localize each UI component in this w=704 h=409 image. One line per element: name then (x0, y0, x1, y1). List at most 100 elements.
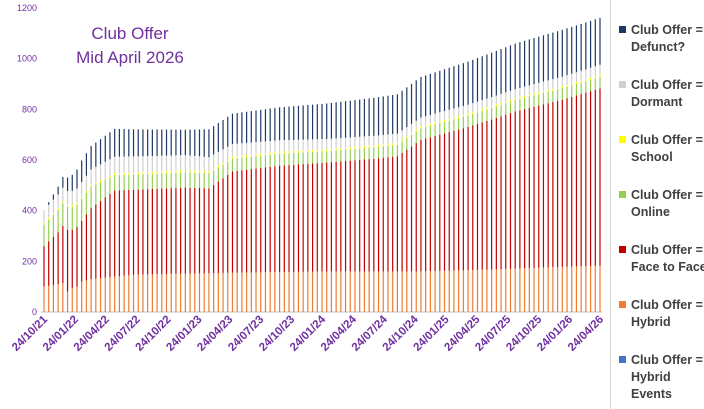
bar-segment (566, 84, 568, 87)
bar-segment (156, 188, 158, 275)
bar-segment (363, 271, 366, 312)
bar-segment (509, 90, 512, 100)
bar-stack (387, 95, 389, 312)
bar-segment (599, 76, 601, 89)
bar-segment (392, 95, 394, 135)
bar-segment (486, 269, 488, 312)
bar-segment (85, 192, 88, 215)
bar-segment (194, 187, 196, 274)
bar-segment (349, 271, 351, 312)
bar-segment (156, 274, 158, 312)
bar-segment (509, 45, 512, 91)
bar-segment (255, 110, 257, 143)
bar-segment (283, 153, 285, 166)
bar-segment (392, 145, 394, 157)
bar-segment (278, 140, 281, 152)
bar-segment (222, 178, 224, 273)
bar-segment (81, 281, 83, 312)
bar-segment (81, 198, 83, 221)
bar-segment (175, 187, 177, 274)
bar-segment (52, 236, 55, 285)
bar-segment (316, 163, 318, 272)
bar-segment (236, 158, 238, 171)
bar-segment (203, 170, 205, 173)
bar-segment (99, 182, 102, 202)
bar-segment (542, 104, 545, 268)
bar-stack (415, 80, 417, 312)
bar-stack (524, 40, 526, 312)
bar-segment (349, 160, 351, 272)
bar-segment (481, 269, 483, 312)
bar-segment (387, 157, 389, 272)
bar-segment (269, 152, 271, 155)
bar-segment (189, 187, 191, 274)
bar-segment (538, 267, 540, 312)
bar-segment (561, 86, 563, 89)
bar-segment (359, 159, 361, 272)
bar-stack (538, 36, 540, 312)
bar-segment (396, 271, 398, 312)
bar-segment (62, 203, 64, 226)
bar-segment (255, 272, 257, 312)
bar-segment (528, 39, 530, 86)
bar-segment (599, 88, 601, 266)
bar-segment (175, 273, 177, 312)
bar-segment (260, 272, 262, 312)
bar-segment (151, 188, 153, 275)
bar-segment (491, 119, 493, 270)
bar-segment (566, 86, 568, 99)
bar-stack (283, 106, 285, 312)
bar-segment (189, 170, 191, 173)
bar-segment (330, 271, 333, 312)
bar-segment (255, 154, 257, 157)
bar-segment (387, 134, 389, 144)
bar-stack (241, 112, 243, 312)
bar-segment (495, 50, 497, 96)
bar-segment (99, 201, 102, 279)
bar-stack (330, 102, 333, 312)
bar-segment (307, 152, 309, 164)
bar-segment (142, 172, 144, 175)
bar-segment (566, 75, 568, 85)
bar-segment (269, 108, 271, 141)
bar-segment (354, 271, 356, 312)
bar-segment (132, 129, 135, 157)
bar-segment (198, 129, 201, 157)
bar-segment (165, 188, 168, 274)
bar-segment (354, 137, 356, 147)
bar-segment (443, 119, 446, 122)
bar-segment (156, 173, 158, 189)
bar-stack (142, 129, 144, 312)
bar-segment (589, 67, 592, 78)
bar-segment (208, 171, 210, 174)
bar-segment (387, 143, 389, 146)
bar-segment (194, 155, 196, 171)
bar-segment (425, 138, 427, 272)
bar-segment (368, 98, 370, 137)
bar-segment (151, 274, 153, 312)
bar-segment (344, 271, 347, 312)
bar-segment (368, 136, 370, 146)
bar-segment (382, 157, 384, 272)
bar-segment (293, 106, 295, 140)
bar-segment (415, 143, 417, 272)
bar-segment (439, 121, 441, 124)
bar-segment (420, 128, 422, 140)
bar-stack (519, 42, 521, 312)
bar-segment (104, 179, 106, 198)
bar-stack (359, 99, 361, 312)
bar-segment (264, 272, 267, 312)
bar-segment (156, 171, 158, 174)
bar-segment (297, 139, 300, 151)
bar-segment (420, 139, 422, 272)
bar-stack (575, 25, 578, 312)
bar-segment (48, 202, 50, 205)
bar-segment (326, 103, 328, 139)
bar-segment (382, 96, 384, 135)
bar-segment (373, 147, 375, 159)
bar-segment (274, 272, 276, 312)
bar-segment (359, 136, 361, 147)
bar-segment (349, 147, 351, 150)
bar-segment (180, 273, 182, 312)
bar-segment (71, 207, 73, 230)
